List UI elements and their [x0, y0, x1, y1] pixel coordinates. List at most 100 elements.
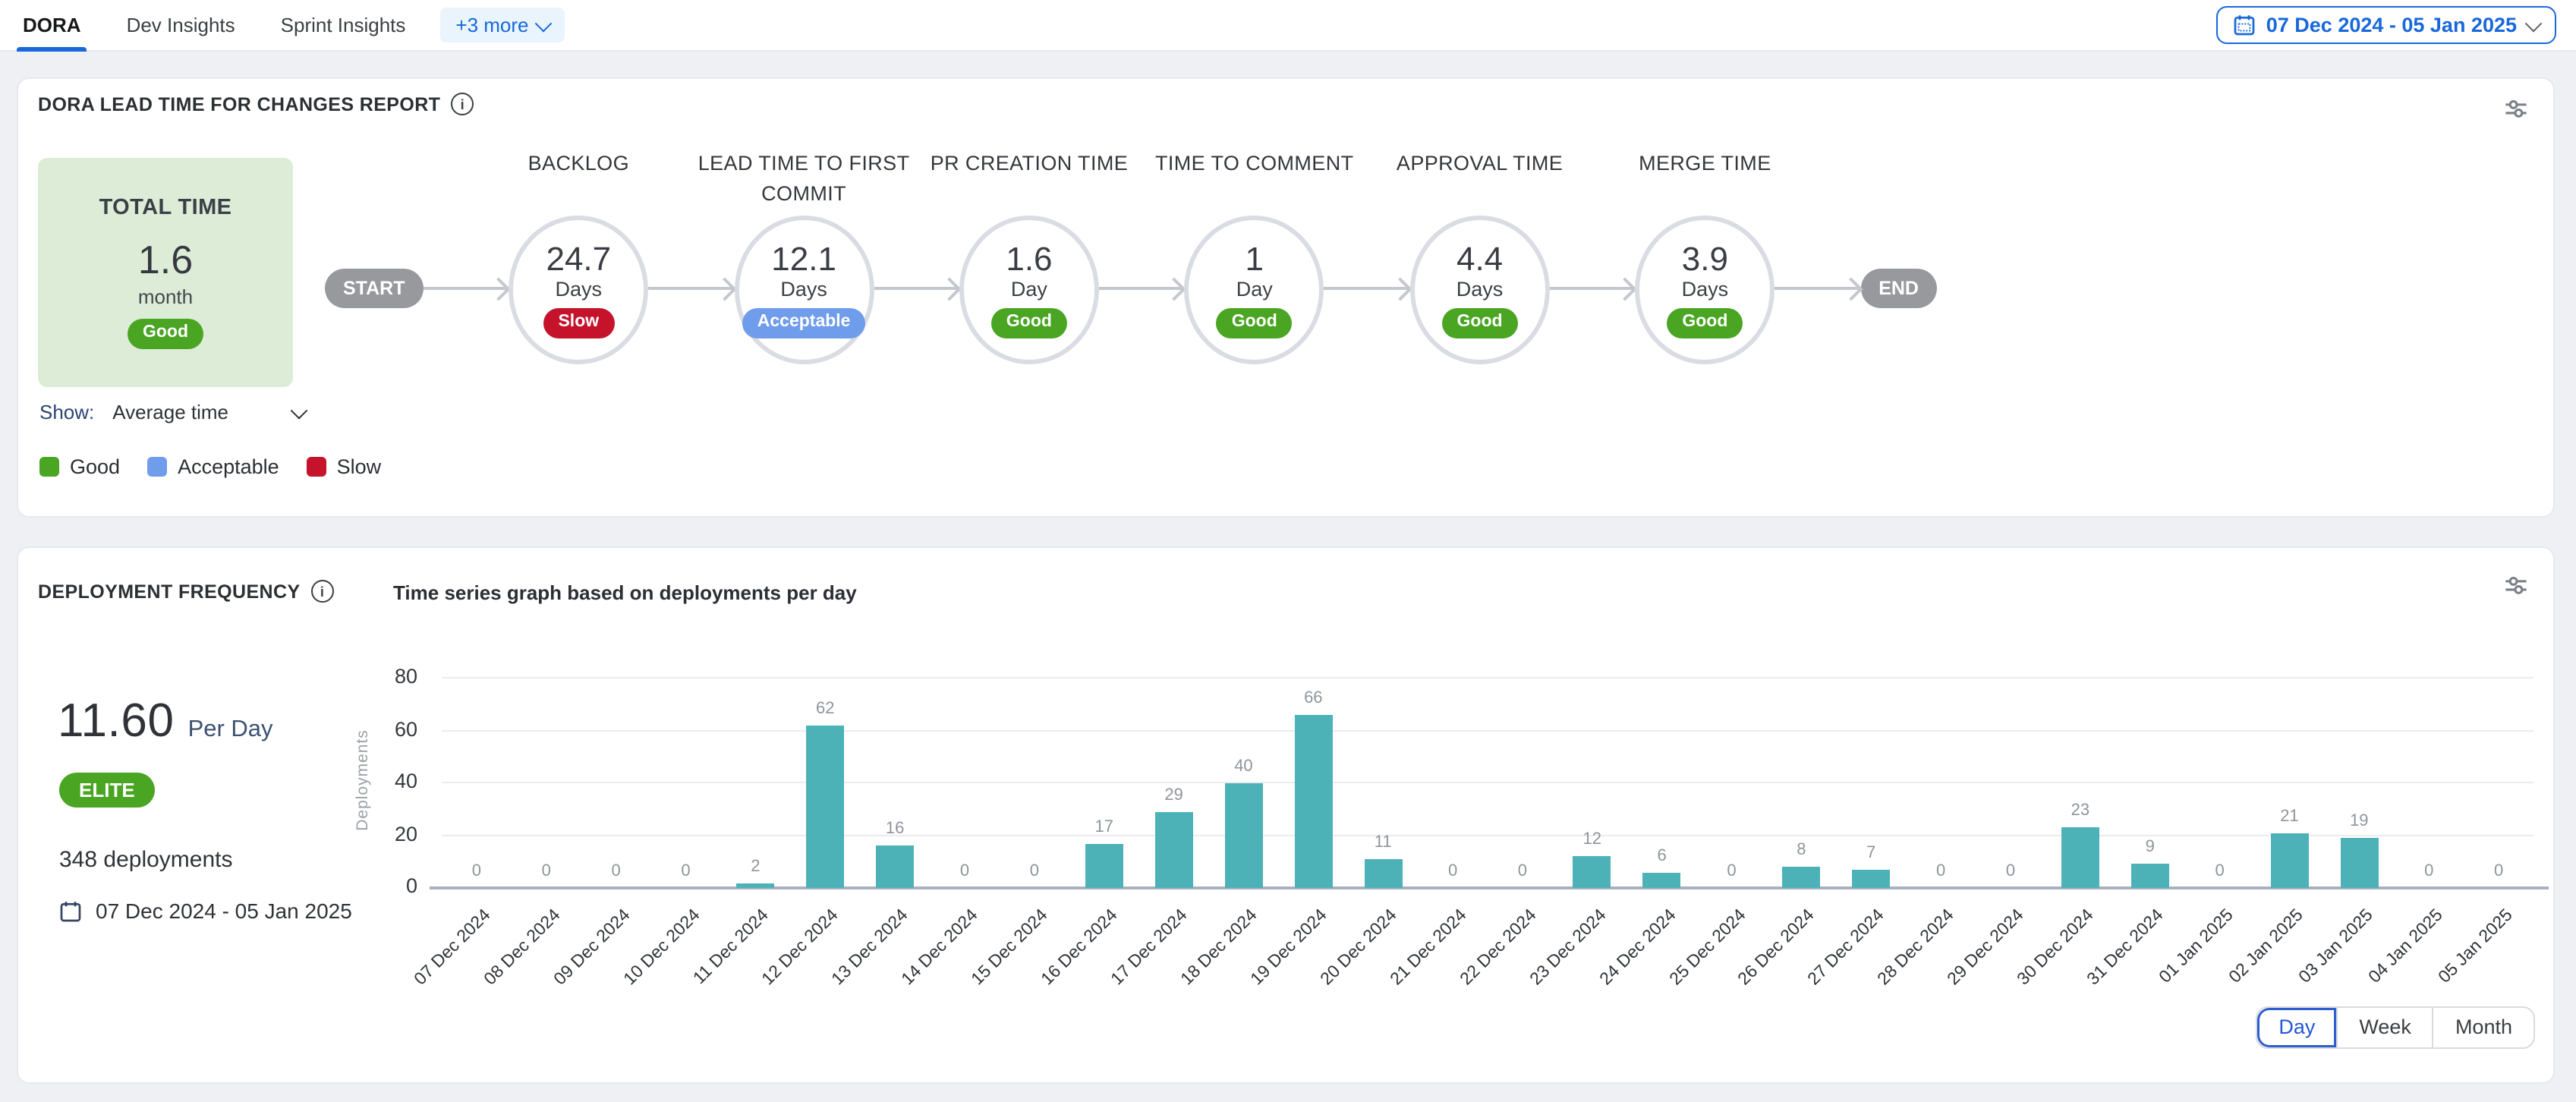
- flow-connector-arrow: [648, 287, 734, 290]
- bar[interactable]: [736, 883, 774, 888]
- stage-unit: Days: [556, 278, 603, 301]
- deployment-rate-value: 11.60: [58, 694, 175, 748]
- info-icon[interactable]: [451, 93, 474, 115]
- filter-sliders-icon: [2503, 572, 2529, 598]
- deployment-settings-button[interactable]: [2500, 569, 2532, 601]
- bar[interactable]: [1155, 812, 1193, 888]
- grid-line: [442, 782, 2533, 783]
- show-metric-dropdown[interactable]: Average time: [112, 401, 228, 423]
- more-tabs-label: +3 more: [455, 14, 528, 36]
- stage-status-badge: Good: [1667, 308, 1743, 338]
- lead-time-settings-button[interactable]: [2500, 93, 2532, 124]
- total-time-value: 1.6: [138, 238, 193, 282]
- flow-connector-arrow: [1099, 287, 1185, 290]
- stage-unit: Days: [780, 278, 827, 301]
- bar[interactable]: [2131, 864, 2169, 888]
- deployment-date-range-value: 07 Dec 2024 - 05 Jan 2025: [96, 899, 352, 923]
- bar-value-label: 0: [1419, 862, 1486, 880]
- x-axis-labels: 07 Dec 202408 Dec 202409 Dec 202410 Dec …: [442, 888, 2533, 1015]
- deployment-rate-unit: Per Day: [188, 716, 273, 744]
- bar[interactable]: [1852, 870, 1890, 888]
- bar-value-label: 0: [2465, 862, 2532, 880]
- stage-circle[interactable]: 1.6Day Good: [959, 216, 1099, 364]
- stage-name: PR CREATION TIME: [915, 149, 1143, 178]
- bar[interactable]: [806, 726, 844, 888]
- date-range-value: 07 Dec 2024 - 05 Jan 2025: [2266, 14, 2517, 36]
- legend-swatch: [39, 457, 59, 477]
- filter-sliders-icon: [2503, 96, 2529, 121]
- info-icon[interactable]: [311, 580, 334, 603]
- flow-end-pill: END: [1860, 269, 1937, 308]
- tab-dora-label: DORA: [23, 13, 81, 36]
- stage-name: TIME TO COMMENT: [1141, 149, 1368, 178]
- y-tick-label: 80: [351, 665, 417, 688]
- bar-value-label: 66: [1280, 689, 1346, 707]
- bar[interactable]: [2270, 833, 2308, 888]
- stage-circle[interactable]: 12.1DaysAcceptable: [734, 216, 874, 364]
- deployment-rate: 11.60 Per Day: [58, 694, 273, 748]
- bar-value-label: 29: [1141, 786, 1208, 804]
- flow-connector-arrow: [1550, 287, 1636, 290]
- stage-value: 12.1: [771, 241, 836, 276]
- granularity-month-button[interactable]: Month: [2433, 1008, 2533, 1047]
- bar[interactable]: [2340, 838, 2378, 888]
- bar-value-label: 6: [1629, 846, 1696, 864]
- stage-circle[interactable]: 1DayGood: [1185, 216, 1324, 364]
- lead-time-panel-title: DORA LEAD TIME FOR CHANGES REPORT: [38, 93, 440, 115]
- bar[interactable]: [876, 846, 914, 888]
- stage-status-badge: Slow: [543, 308, 614, 338]
- bar-value-label: 21: [2256, 808, 2322, 826]
- date-range-picker[interactable]: 07 Dec 2024 - 05 Jan 2025: [2216, 6, 2556, 44]
- stage-value: 1.6: [1006, 241, 1052, 276]
- flow-stage: PR CREATION TIME1.6DayGood: [959, 149, 1099, 376]
- flow-connector-arrow: [1324, 287, 1410, 290]
- y-axis-title: Deployments: [354, 689, 372, 871]
- bar-value-label: 2: [722, 857, 789, 875]
- legend-label: Good: [70, 455, 120, 478]
- tab-sprint-insights[interactable]: Sprint Insights: [258, 0, 429, 51]
- stage-value: 3.9: [1682, 241, 1728, 276]
- bar[interactable]: [1573, 857, 1611, 888]
- flow-stage: MERGE TIME3.9DaysGood: [1635, 149, 1775, 376]
- bar[interactable]: [1085, 843, 1123, 888]
- more-tabs-button[interactable]: +3 more: [440, 8, 565, 43]
- bar[interactable]: [1294, 715, 1332, 888]
- legend-item: Slow: [307, 455, 382, 478]
- bar-value-label: 0: [443, 862, 510, 880]
- bar[interactable]: [1364, 859, 1402, 888]
- stage-name: MERGE TIME: [1591, 149, 1819, 178]
- legend-label: Acceptable: [178, 455, 279, 478]
- bar[interactable]: [1782, 867, 1820, 888]
- bar[interactable]: [1224, 783, 1262, 888]
- bar-value-label: 7: [1838, 844, 1904, 862]
- granularity-toggle: DayWeekMonth: [2256, 1006, 2535, 1049]
- bar-value-label: 0: [2187, 862, 2253, 880]
- bar[interactable]: [1643, 872, 1681, 888]
- stage-circle[interactable]: 24.7DaysSlow: [509, 216, 648, 364]
- tab-dora[interactable]: DORA: [0, 0, 104, 51]
- bar-value-label: 0: [931, 862, 998, 880]
- granularity-week-button[interactable]: Week: [2336, 1008, 2433, 1047]
- bar-value-label: 0: [1977, 862, 2044, 880]
- bar-value-label: 62: [792, 700, 858, 718]
- grid-line: [442, 677, 2533, 679]
- bar-value-label: 0: [513, 862, 580, 880]
- chevron-down-icon[interactable]: [290, 401, 307, 419]
- stage-unit: Day: [1236, 278, 1273, 301]
- stage-circle[interactable]: 3.9DaysGood: [1635, 216, 1775, 364]
- total-time-label: TOTAL TIME: [99, 196, 232, 220]
- x-tick-label: 04 Jan 2025: [2366, 906, 2447, 987]
- grid-line: [442, 834, 2533, 836]
- bar-value-label: 0: [2395, 862, 2462, 880]
- deployment-date-range: 07 Dec 2024 - 05 Jan 2025: [59, 899, 352, 923]
- chevron-down-icon: [535, 14, 553, 32]
- bar[interactable]: [2061, 828, 2099, 888]
- stage-circle[interactable]: 4.4DaysGood: [1410, 216, 1550, 364]
- stage-status-badge: Good: [991, 308, 1067, 338]
- stage-unit: Day: [1011, 278, 1047, 301]
- bar-value-label: 9: [2117, 839, 2184, 857]
- performance-tier-badge: ELITE: [59, 773, 155, 808]
- show-selector-row: Show: Average time: [39, 401, 304, 423]
- tab-dev-insights[interactable]: Dev Insights: [104, 0, 258, 51]
- granularity-day-button[interactable]: Day: [2257, 1008, 2336, 1047]
